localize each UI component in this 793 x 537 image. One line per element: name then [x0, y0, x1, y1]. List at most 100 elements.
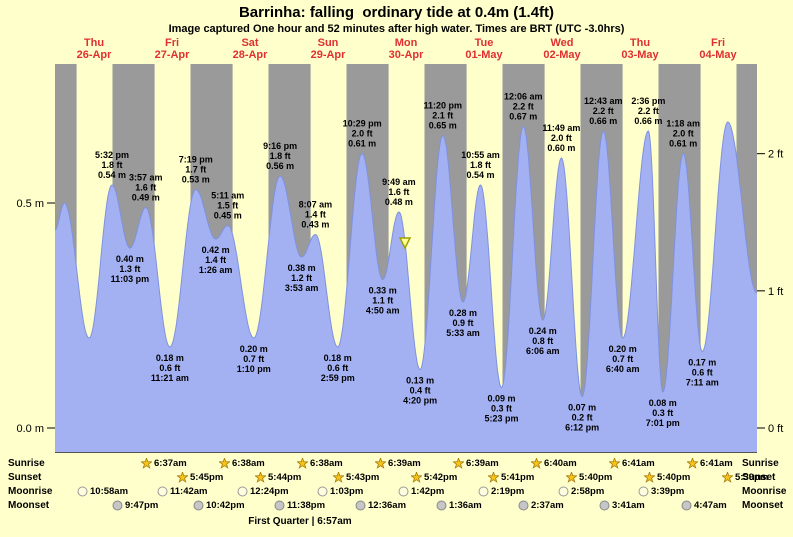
day-date-label: 04-May — [699, 49, 737, 61]
moonrise-time-text: 1:42pm — [411, 486, 445, 497]
tide-low-label: 0.08 m — [649, 398, 677, 408]
sunset-time-text: 5:40pm — [657, 472, 691, 483]
moonset-row-label-right: Moonset — [742, 500, 784, 511]
tide-low-label: 3:53 am — [285, 283, 319, 293]
sunset-row-label-right: Sunset — [742, 472, 776, 483]
tide-low-label: 0.18 m — [324, 353, 352, 363]
sun-star-icon — [722, 472, 733, 483]
tide-low-label: 1:26 am — [199, 265, 233, 275]
tide-high-label: 0.67 m — [509, 112, 537, 122]
tide-high-label: 11:49 am — [542, 123, 580, 133]
current-tide-marker — [398, 237, 412, 250]
moonrise-icon — [237, 486, 248, 497]
sunset-time-entry: 5:42pm — [411, 472, 457, 483]
tide-high-label: 2.0 ft — [551, 133, 572, 143]
sunset-time-entry: 5:39pm — [722, 472, 768, 483]
tide-low-label: 4:20 pm — [403, 396, 437, 406]
sunrise-row-label-left: Sunrise — [8, 458, 45, 469]
tide-high-label: 2.0 ft — [673, 129, 694, 139]
moonrise-icon — [478, 486, 489, 497]
tide-low-label: 0.3 ft — [652, 408, 673, 418]
moonset-time-text: 4:47am — [694, 500, 727, 511]
sunrise-time-entry: 6:38am — [297, 458, 343, 469]
tide-low-label: 4:50 am — [366, 306, 400, 316]
tide-low-label: 0.17 m — [688, 358, 716, 368]
tide-low-label: 0.7 ft — [612, 354, 633, 364]
y-axis-label-left: 0.0 m — [16, 423, 44, 435]
tide-low-label: 6:06 am — [526, 346, 560, 356]
sunrise-time-text: 6:41am — [700, 458, 733, 469]
sunset-time-text: 5:39pm — [735, 472, 769, 483]
sun-star-icon — [333, 472, 344, 483]
day-date-label: 26-Apr — [77, 49, 113, 61]
sun-star-icon — [177, 472, 188, 483]
tide-high-label: 0.65 m — [429, 121, 457, 131]
tide-low-label: 6:40 am — [606, 364, 640, 374]
tide-high-label: 2.0 ft — [352, 129, 373, 139]
moonrise-icon — [77, 486, 88, 497]
tide-low-label: 7:01 pm — [646, 418, 680, 428]
sun-star-icon — [453, 458, 464, 469]
tide-low-label: 1.3 ft — [119, 264, 140, 274]
sunrise-time-entry: 6:41am — [687, 458, 733, 469]
sunrise-time-entry: 6:41am — [609, 458, 655, 469]
tide-high-label: 12:43 am — [584, 96, 623, 106]
sunset-time-text: 5:45pm — [190, 472, 224, 483]
tide-low-label: 0.09 m — [487, 394, 515, 404]
moonset-icon — [355, 500, 366, 511]
tide-high-label: 0.54 m — [466, 170, 494, 180]
moonset-time-text: 10:42pm — [206, 500, 245, 511]
tide-low-label: 0.2 ft — [572, 413, 593, 423]
sun-star-icon — [488, 472, 499, 483]
sunset-row-label-left: Sunset — [8, 472, 42, 483]
tide-high-label: 5:32 pm — [95, 150, 129, 160]
tide-high-label: 0.61 m — [348, 139, 376, 149]
tide-high-label: 1.8 ft — [101, 160, 122, 170]
sunset-time-entry: 5:40pm — [566, 472, 612, 483]
moonrise-row-label-left: Moonrise — [8, 486, 53, 497]
sunset-time-text: 5:43pm — [346, 472, 380, 483]
moonset-time-entry: 4:47am — [681, 500, 727, 511]
day-weekday-label: Thu — [84, 37, 104, 49]
tide-low-label: 5:23 pm — [484, 414, 518, 424]
sun-star-icon — [375, 458, 386, 469]
tide-low-label: 5:33 am — [446, 328, 480, 338]
sunset-time-text: 5:44pm — [268, 472, 302, 483]
sunset-time-entry: 5:43pm — [333, 472, 379, 483]
sun-star-icon — [566, 472, 577, 483]
moonset-icon — [681, 500, 692, 511]
tide-low-label: 0.28 m — [449, 308, 477, 318]
tide-low-label: 0.6 ft — [327, 363, 348, 373]
tide-high-label: 2.2 ft — [593, 106, 614, 116]
tide-high-label: 10:55 am — [461, 150, 500, 160]
day-date-label: 01-May — [465, 49, 503, 61]
moonrise-time-text: 2:19pm — [491, 486, 525, 497]
tide-low-label: 0.20 m — [240, 344, 268, 354]
sunrise-time-entry: 6:38am — [219, 458, 265, 469]
tide-high-label: 8:07 am — [299, 200, 333, 210]
sunset-time-text: 5:42pm — [424, 472, 458, 483]
sunrise-time-entry: 6:37am — [141, 458, 187, 469]
day-weekday-label: Sun — [318, 37, 339, 49]
sunrise-time-text: 6:37am — [154, 458, 187, 469]
sunrise-row-label-right: Sunrise — [742, 458, 779, 469]
moonset-icon — [112, 500, 123, 511]
sun-star-icon — [297, 458, 308, 469]
moonrise-time-text: 2:58pm — [571, 486, 605, 497]
tide-high-label: 7:19 pm — [179, 155, 213, 165]
moonrise-row-label-right: Moonrise — [742, 486, 787, 497]
moonset-icon — [599, 500, 610, 511]
tide-high-label: 3:57 am — [129, 173, 163, 183]
tide-low-label: 1.1 ft — [372, 296, 393, 306]
day-weekday-label: Sat — [241, 37, 258, 49]
day-weekday-label: Tue — [475, 37, 494, 49]
sun-star-icon — [644, 472, 655, 483]
tide-high-label: 0.61 m — [669, 139, 697, 149]
day-date-label: 29-Apr — [311, 49, 347, 61]
sunrise-time-text: 6:39am — [388, 458, 421, 469]
tide-high-label: 9:16 pm — [263, 141, 297, 151]
moonrise-time-text: 1:03pm — [330, 486, 364, 497]
tide-low-label: 11:03 pm — [111, 274, 150, 284]
tide-high-label: 1.8 ft — [270, 151, 291, 161]
